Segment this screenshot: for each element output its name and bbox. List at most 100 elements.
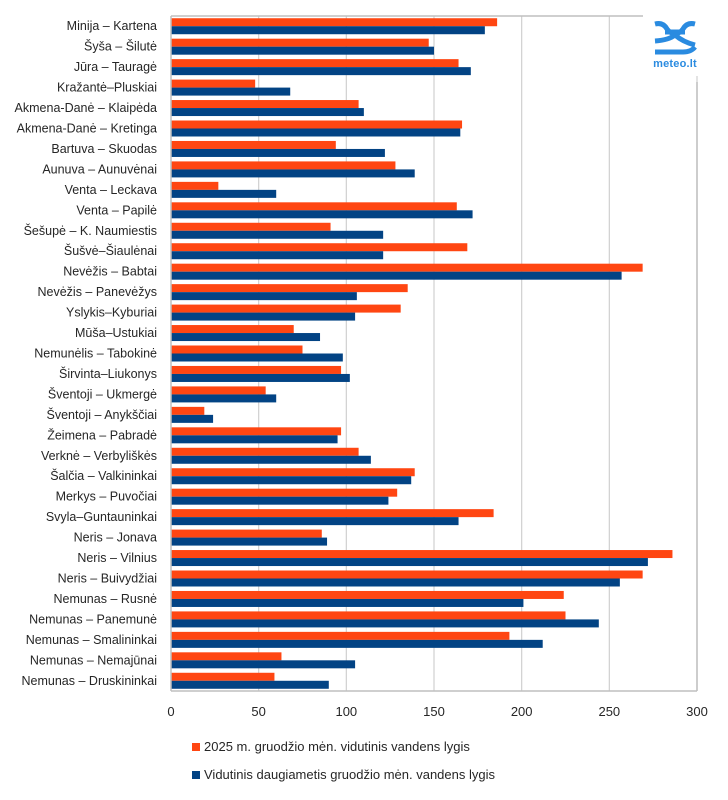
bar-longterm-23 <box>171 496 389 505</box>
bar-longterm-7 <box>171 169 415 178</box>
bar-current-15 <box>171 325 294 334</box>
bar-longterm-6 <box>171 148 385 157</box>
bar-current-24 <box>171 509 494 518</box>
bar-current-2 <box>171 59 459 68</box>
bar-longterm-22 <box>171 476 412 485</box>
category-label: Nemunas – Panemunė <box>29 612 157 626</box>
category-label: Merkys – Puvočiai <box>56 490 157 504</box>
category-label: Šventoji – Ukmergė <box>48 386 157 401</box>
bar-current-20 <box>171 427 342 436</box>
category-label: Bartuva – Skuodas <box>51 142 157 156</box>
x-tick-label-250: 250 <box>598 704 620 719</box>
category-label: Mūša–Ustukiai <box>75 326 157 340</box>
bar-longterm-30 <box>171 639 543 648</box>
x-tick-label-150: 150 <box>423 704 445 719</box>
x-tick-label-0: 0 <box>167 704 174 719</box>
bar-current-3 <box>171 79 256 88</box>
bar-longterm-5 <box>171 128 461 137</box>
bar-current-14 <box>171 304 401 313</box>
x-tick-label-50: 50 <box>251 704 265 719</box>
bar-longterm-8 <box>171 189 277 198</box>
category-label: Nevėžis – Panevėžys <box>37 285 157 299</box>
bar-longterm-10 <box>171 230 384 239</box>
meteo-logo: meteo.lt <box>648 16 702 76</box>
bars <box>171 18 673 689</box>
bar-longterm-17 <box>171 373 350 382</box>
category-label: Šešupė – K. Naumiestis <box>24 223 157 238</box>
category-label: Nemunas – Nemajūnai <box>30 653 157 667</box>
bar-longterm-2 <box>171 67 471 76</box>
category-label: Verknė – Verbyliškės <box>41 449 157 463</box>
bar-longterm-15 <box>171 333 321 342</box>
bar-current-6 <box>171 140 336 149</box>
bar-longterm-25 <box>171 537 328 546</box>
category-label: Nemunėlis – Tabokinė <box>34 347 157 361</box>
bar-current-23 <box>171 488 398 497</box>
category-label: Akmena-Danė – Klaipėda <box>15 101 157 115</box>
bar-current-13 <box>171 284 408 293</box>
bar-longterm-1 <box>171 46 434 55</box>
legend-item-current: 2025 m. gruodžio mėn. vidutinis vandens … <box>192 739 470 754</box>
bar-longterm-20 <box>171 435 338 444</box>
meteo-waves-logo-icon <box>654 21 697 55</box>
category-label: Neris – Jonava <box>74 531 157 545</box>
bar-current-28 <box>171 590 564 599</box>
bar-longterm-27 <box>171 578 620 587</box>
bar-current-9 <box>171 202 457 211</box>
bar-longterm-0 <box>171 26 485 35</box>
legend-item-longterm: Vidutinis daugiametis gruodžio mėn. vand… <box>192 767 495 782</box>
category-label: Žeimena – Pabradė <box>47 427 157 442</box>
bar-longterm-13 <box>171 292 357 301</box>
bar-current-16 <box>171 345 303 354</box>
category-label: Nemunas – Smalininkai <box>26 633 157 647</box>
bar-longterm-24 <box>171 517 459 526</box>
logo-text: meteo.lt <box>653 58 697 70</box>
bar-current-25 <box>171 529 322 538</box>
category-label: Minija – Kartena <box>67 19 157 33</box>
x-tick-label-100: 100 <box>335 704 357 719</box>
category-label: Šalčia – Valkininkai <box>50 468 157 483</box>
bar-longterm-19 <box>171 414 214 423</box>
category-label: Venta – Papilė <box>76 203 157 217</box>
category-label: Šyša – Šilutė <box>84 39 157 54</box>
bar-current-4 <box>171 100 359 109</box>
category-label: Šušvė–Šiaulėnai <box>64 243 157 258</box>
bar-current-11 <box>171 243 468 252</box>
bar-current-27 <box>171 570 643 579</box>
bar-longterm-9 <box>171 210 473 219</box>
category-label: Neris – Buivydžiai <box>58 572 157 586</box>
bar-current-21 <box>171 447 359 456</box>
bar-current-0 <box>171 18 498 27</box>
bar-current-30 <box>171 631 510 640</box>
bar-current-1 <box>171 38 429 47</box>
category-label: Kražantė–Pluskiai <box>57 81 157 95</box>
category-label: Venta – Leckava <box>65 183 157 197</box>
bar-current-5 <box>171 120 463 129</box>
legend-label-current: 2025 m. gruodžio mėn. vidutinis vandens … <box>204 739 470 754</box>
bar-current-12 <box>171 263 643 272</box>
x-axis-tick-labels: 0 50 100 150 200 250 300 <box>167 704 707 719</box>
category-label: Šventoji – Anykščiai <box>47 407 157 422</box>
bar-longterm-3 <box>171 87 291 96</box>
bar-longterm-29 <box>171 619 599 628</box>
bar-longterm-4 <box>171 108 364 117</box>
category-label: Neris – Vilnius <box>77 551 157 565</box>
bar-longterm-28 <box>171 598 524 607</box>
category-label: Nevėžis – Babtai <box>63 265 157 279</box>
bar-longterm-26 <box>171 558 648 567</box>
bar-current-10 <box>171 222 331 231</box>
bar-current-29 <box>171 611 566 620</box>
plot-frame <box>170 15 698 692</box>
bar-current-22 <box>171 468 415 477</box>
bar-current-31 <box>171 652 282 661</box>
bar-longterm-12 <box>171 271 622 280</box>
bar-longterm-18 <box>171 394 277 403</box>
legend-label-longterm: Vidutinis daugiametis gruodžio mėn. vand… <box>204 767 495 782</box>
bar-longterm-14 <box>171 312 356 321</box>
category-label: Yslykis–Kyburiai <box>66 306 157 320</box>
category-label: Jūra – Tauragė <box>74 60 157 74</box>
bar-longterm-11 <box>171 251 384 260</box>
bar-current-7 <box>171 161 396 170</box>
legend-swatch-blue <box>192 770 200 779</box>
legend-swatch-orange <box>192 742 200 751</box>
